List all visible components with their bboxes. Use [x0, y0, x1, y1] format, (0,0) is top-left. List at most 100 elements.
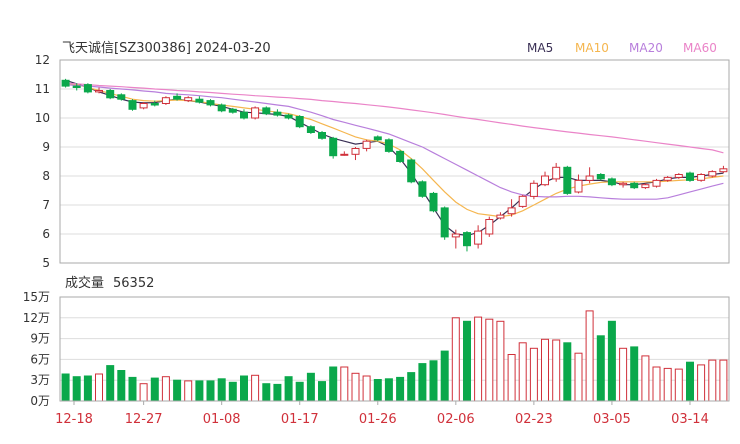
volume-bar — [652, 366, 661, 402]
candle-body — [641, 184, 650, 189]
candle — [95, 87, 103, 94]
candle — [719, 165, 728, 174]
volume-bar — [463, 320, 471, 402]
volume-bar — [306, 372, 315, 402]
volume-bar — [697, 364, 706, 402]
candle-body — [273, 111, 282, 116]
volume-bar — [228, 381, 237, 402]
candle — [429, 191, 438, 213]
candle — [284, 113, 293, 120]
volume-bar — [173, 379, 182, 402]
candle — [451, 229, 460, 249]
price-grid — [60, 59, 729, 264]
candle — [440, 206, 449, 240]
candle — [72, 83, 81, 91]
candle — [384, 138, 393, 153]
candle-body — [106, 90, 115, 99]
volume-bar — [184, 380, 193, 402]
candle-body — [686, 172, 694, 181]
volume-bar — [619, 347, 628, 402]
date-tick-label: 01-08 — [203, 412, 241, 427]
volume-bar — [596, 335, 605, 402]
volume-bar — [585, 310, 594, 402]
price-tick-label: 9 — [42, 140, 50, 154]
candle — [139, 102, 148, 110]
candle — [373, 135, 382, 142]
candle — [485, 216, 494, 237]
volume-tick-label: 6万 — [30, 352, 50, 366]
volume-bar — [106, 365, 115, 402]
candle — [474, 225, 483, 249]
volume-bar — [351, 372, 360, 402]
candle-body — [440, 207, 449, 238]
date-tick-label: 12-18 — [55, 412, 93, 427]
volume-bar — [496, 320, 505, 402]
volume-tick-label: 15万 — [23, 290, 50, 304]
price-tick-label: 6 — [42, 227, 50, 241]
date-axis-ticks: 12-18 12-27 01-08 01-17 01-26 02-06 02-23 03-05… — [55, 401, 709, 427]
candle — [674, 173, 683, 179]
price-tick-label: 12 — [35, 53, 50, 67]
candle — [607, 177, 616, 187]
candle-body — [306, 126, 315, 133]
ma-line-ma60 — [65, 82, 724, 154]
volume-bar — [95, 373, 103, 402]
candle — [552, 162, 561, 182]
volume-bar — [541, 338, 549, 402]
candle-body — [407, 159, 416, 183]
volume-bar — [83, 375, 92, 402]
candle-body — [507, 207, 516, 215]
volume-bar — [674, 368, 683, 402]
candle — [641, 183, 650, 190]
date-tick-label: 02-23 — [515, 412, 553, 427]
candle — [206, 99, 215, 107]
candle-body — [663, 176, 672, 181]
volume-value: 56352 — [113, 276, 154, 291]
volume-bar — [518, 342, 527, 402]
volume-bar — [117, 370, 126, 402]
volume-bar — [563, 342, 572, 402]
price-tick-label: 8 — [42, 169, 50, 183]
volume-bar — [206, 380, 215, 402]
volume-bar — [630, 346, 639, 402]
candle-body — [630, 182, 639, 189]
volume-bar — [61, 373, 70, 402]
candle-body — [373, 136, 382, 141]
candle-body — [552, 166, 561, 180]
volume-bar — [128, 376, 137, 402]
volume-bar — [329, 366, 338, 402]
candle — [686, 171, 694, 182]
candle-body — [95, 90, 103, 93]
candle — [697, 173, 706, 182]
candle-body — [585, 175, 594, 181]
candle-body — [72, 85, 81, 88]
candle-body — [61, 79, 70, 87]
candle-body — [485, 219, 494, 235]
volume-bar — [150, 377, 159, 402]
candle — [295, 115, 304, 129]
candle — [61, 78, 70, 88]
candle — [630, 181, 639, 190]
volume-tick-label: 3万 — [30, 373, 50, 387]
candle — [83, 83, 92, 94]
candle-body — [362, 140, 371, 149]
date-tick-label: 01-17 — [281, 412, 319, 427]
candle-body — [529, 182, 538, 197]
volume-bar — [474, 316, 483, 402]
candle-body — [384, 139, 393, 152]
volume-bar — [708, 359, 717, 402]
candle — [251, 106, 260, 120]
candle — [541, 171, 549, 187]
volume-bar — [161, 376, 170, 402]
price-tick-label: 7 — [42, 198, 50, 212]
volume-bar — [641, 355, 650, 402]
chart-title: 飞天诚信[SZ300386] 2024-03-20 — [62, 41, 271, 56]
candle — [273, 109, 282, 117]
candle-body — [451, 233, 460, 238]
candle-body — [217, 104, 226, 112]
volume-bar — [607, 320, 616, 402]
candle — [128, 99, 137, 111]
legend-ma5: MA5 — [527, 41, 553, 55]
volume-bar — [719, 359, 728, 402]
candle-body — [574, 179, 583, 193]
